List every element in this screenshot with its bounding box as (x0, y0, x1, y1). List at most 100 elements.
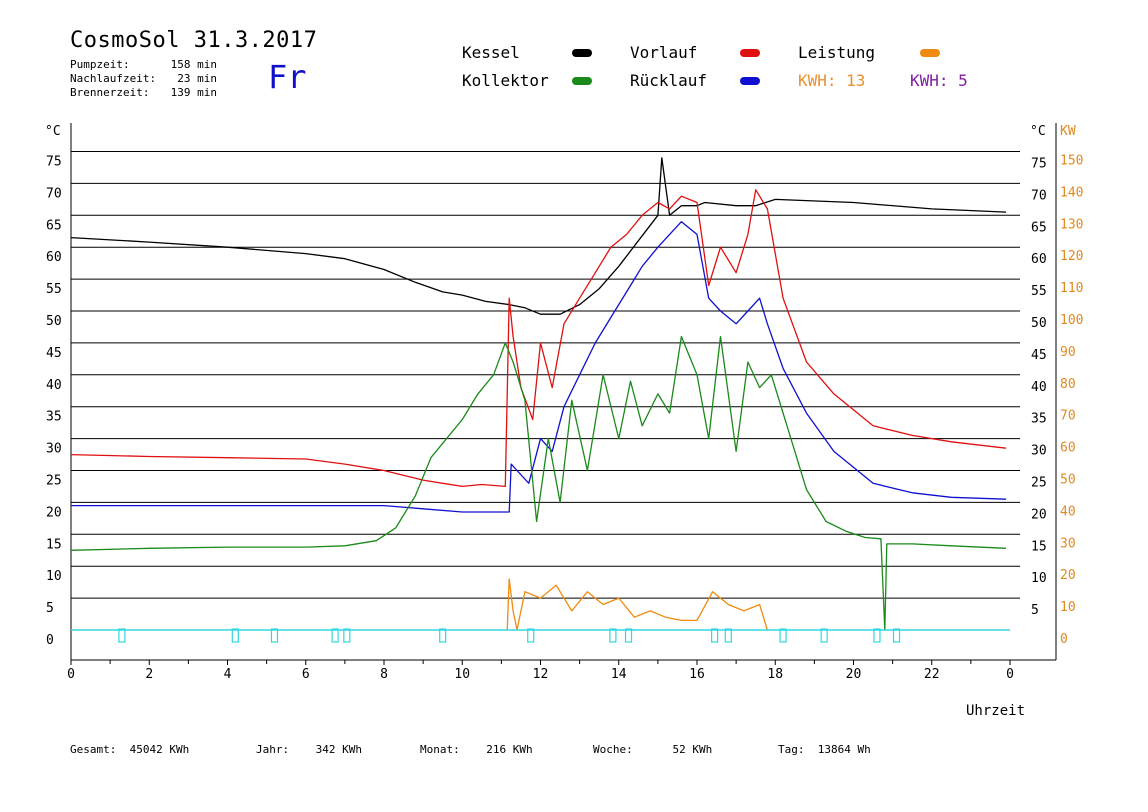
pump-marker (343, 628, 351, 643)
y-tick-left: 55 (46, 282, 62, 297)
y-tick-left: 35 (46, 410, 62, 425)
y-tick-right-kw: 20 (1060, 568, 1076, 583)
stat-nachlaufzeit-label: Nachlaufzeit: (70, 72, 157, 85)
y-tick-right-kw: 0 (1060, 632, 1068, 647)
left-axis-unit: °C (45, 124, 61, 139)
pump-marker (609, 628, 617, 643)
right-axis-unit-kw: KW (1060, 124, 1076, 139)
footer-monat: Monat: 216 KWh (420, 743, 533, 756)
x-tick-label: 2 (145, 667, 153, 682)
y-tick-left: 75 (46, 155, 62, 170)
y-tick-left: 20 (46, 505, 62, 520)
y-tick-right-kw: 80 (1060, 377, 1076, 392)
legend-label-ruecklauf: Rücklauf (630, 71, 708, 90)
x-tick-label: 14 (611, 667, 627, 682)
series-line-kollektor (70, 335, 1007, 631)
stat-nachlaufzeit-value: 23 min (177, 72, 217, 85)
y-tick-right-kw: 70 (1060, 409, 1076, 424)
y-tick-right-celsius: 65 (1031, 220, 1047, 235)
y-tick-right-kw: 30 (1060, 536, 1076, 551)
series-line-rcklauf (71, 221, 1007, 513)
y-tick-left: 50 (46, 314, 62, 329)
y-tick-left: 60 (46, 250, 62, 265)
stat-pumpzeit-label: Pumpzeit: (70, 58, 130, 71)
pump-markers (71, 628, 1010, 643)
y-tick-right-celsius: 75 (1031, 157, 1047, 172)
chart-axes: 0510152025303540455055606570755101520253… (46, 123, 1083, 682)
legend-swatch-vorlauf (740, 49, 760, 57)
footer-woche: Woche: 52 KWh (593, 743, 713, 756)
pump-marker (873, 628, 881, 643)
x-tick-label: 18 (767, 667, 783, 682)
pump-marker (118, 628, 126, 643)
chart-series (70, 157, 1007, 631)
y-tick-right-celsius: 20 (1031, 507, 1047, 522)
y-tick-right-kw: 10 (1060, 600, 1076, 615)
pump-marker (779, 628, 787, 643)
y-tick-left: 70 (46, 186, 62, 201)
footer-gesamt: Gesamt: 45042 KWh (70, 743, 190, 756)
y-tick-left: 5 (46, 601, 54, 616)
x-tick-label: 12 (533, 667, 549, 682)
pump-marker (724, 628, 732, 643)
legend-label-kollektor: Kollektor (462, 71, 549, 90)
y-tick-right-celsius: 25 (1031, 476, 1047, 491)
y-tick-left: 0 (46, 633, 54, 648)
legend-swatch-kollektor (572, 77, 592, 85)
y-tick-left: 65 (46, 218, 62, 233)
x-tick-label: 0 (1006, 667, 1014, 682)
y-tick-right-kw: 140 (1060, 185, 1083, 200)
y-tick-right-celsius: 70 (1031, 188, 1047, 203)
series-line-leistung (506, 578, 769, 631)
y-tick-left: 40 (46, 378, 62, 393)
legend-label-vorlauf: Vorlauf (630, 43, 698, 62)
pump-marker (439, 628, 447, 643)
y-tick-right-celsius: 45 (1031, 348, 1047, 363)
y-tick-right-celsius: 30 (1031, 444, 1047, 459)
footer-jahr: Jahr: 342 KWh (256, 743, 362, 756)
y-tick-left: 15 (46, 537, 62, 552)
y-tick-right-celsius: 55 (1031, 284, 1047, 299)
pump-marker (231, 628, 239, 643)
right-axis-unit-celsius: °C (1030, 124, 1046, 139)
chart-grid (71, 151, 1020, 599)
pump-marker (331, 628, 339, 643)
y-tick-right-kw: 110 (1060, 281, 1083, 296)
x-tick-label: 8 (380, 667, 388, 682)
y-tick-left: 25 (46, 474, 62, 489)
y-tick-right-kw: 100 (1060, 313, 1083, 328)
y-tick-right-celsius: 35 (1031, 412, 1047, 427)
series-line-vorlauf (70, 189, 1007, 488)
footer-tag: Tag: 13864 Wh (778, 743, 871, 756)
pump-marker (270, 628, 279, 643)
legend-swatch-ruecklauf (740, 77, 760, 85)
legend-swatch-kessel (572, 49, 592, 57)
x-axis-label: Uhrzeit (966, 703, 1025, 719)
x-tick-label: 6 (302, 667, 310, 682)
legend-swatch-leistung (920, 49, 940, 57)
kwh-total-purple: KWH: 5 (910, 71, 968, 90)
pump-marker (527, 628, 535, 643)
y-tick-right-kw: 60 (1060, 441, 1076, 456)
x-tick-label: 10 (454, 667, 470, 682)
y-tick-right-celsius: 50 (1031, 316, 1047, 331)
y-tick-left: 10 (46, 569, 62, 584)
y-tick-left: 45 (46, 346, 62, 361)
chart-title: CosmoSol 31.3.2017 (70, 28, 318, 53)
weekday-label: Fr (268, 58, 307, 96)
pump-marker (820, 628, 828, 643)
legend-label-kessel: Kessel (462, 43, 520, 62)
y-tick-right-celsius: 10 (1031, 571, 1047, 586)
pump-marker (624, 628, 633, 643)
x-tick-label: 4 (224, 667, 232, 682)
y-tick-right-celsius: 5 (1031, 603, 1039, 618)
y-tick-right-kw: 50 (1060, 473, 1076, 488)
y-tick-right-kw: 90 (1060, 345, 1076, 360)
y-tick-right-kw: 130 (1060, 217, 1083, 232)
x-tick-label: 0 (67, 667, 75, 682)
stat-brennerzeit-label: Brennerzeit: (70, 86, 150, 99)
x-tick-label: 22 (924, 667, 940, 682)
stat-pumpzeit-value: 158 min (170, 58, 217, 71)
y-tick-right-celsius: 40 (1031, 380, 1047, 395)
